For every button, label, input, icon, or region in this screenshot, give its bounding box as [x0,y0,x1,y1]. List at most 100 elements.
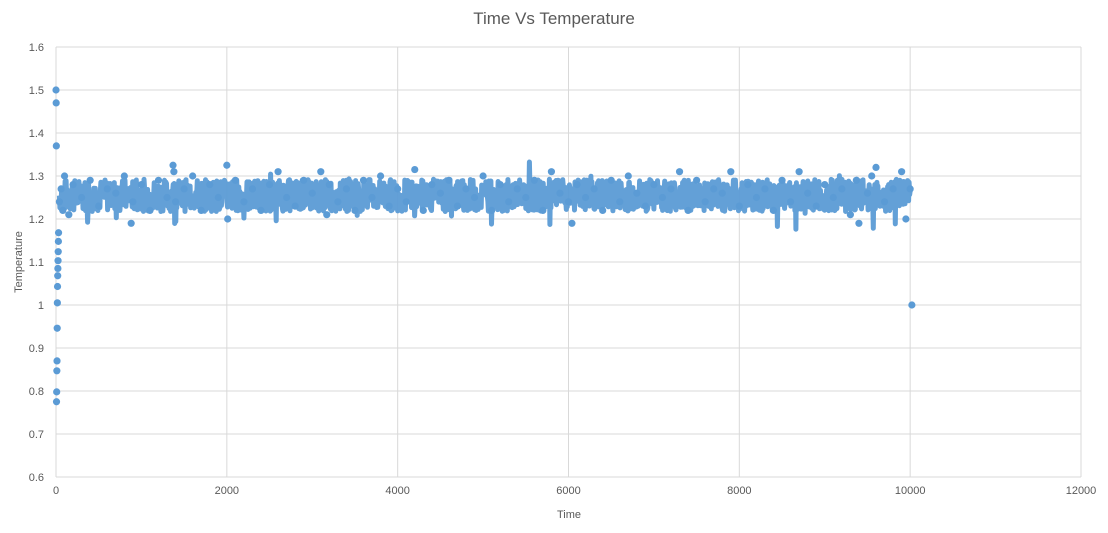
data-point [735,202,743,210]
data-point [812,202,820,210]
data-point [462,185,470,193]
data-point [189,172,197,180]
data-point [880,198,889,206]
data-point [902,215,910,223]
data-point [54,257,62,265]
data-point [786,198,795,206]
data-point [317,168,325,176]
data-point [59,206,67,214]
data-point [78,193,86,202]
data-point [718,189,726,197]
data-point [616,198,624,206]
data-point [60,172,69,180]
data-point [505,198,513,206]
data-point [675,168,684,176]
data-point [334,198,342,206]
data-point [795,168,803,176]
data-point [436,189,444,197]
data-point [300,176,308,184]
data-point [154,176,163,184]
data-point [240,198,248,206]
data-point [120,172,128,180]
x-tick-label: 6000 [556,485,580,497]
data-point [539,206,547,214]
data-point [667,185,675,193]
data-point [658,193,667,202]
data-point [821,181,829,189]
data-point [641,202,649,210]
data-point [52,142,60,150]
data-point [368,193,376,202]
data-point [65,211,73,219]
data-point [52,86,60,94]
data-point [428,181,436,189]
data-point [530,176,538,184]
data-point [829,193,837,202]
data-point [325,181,333,189]
data-point [54,272,62,280]
data-point [283,193,291,202]
data-point [581,193,590,202]
y-tick-label: 0.8 [29,386,44,398]
data-point [852,176,860,184]
data-point [906,185,914,193]
data-point [863,189,872,197]
y-tick-label: 1.1 [29,257,44,269]
data-point [693,176,701,184]
data-point [556,189,564,197]
data-point [206,181,214,189]
data-point [137,181,146,189]
y-tick-label: 1.6 [29,42,44,54]
data-point [744,181,752,189]
data-point [53,282,62,291]
y-axis-ticks: 0.6 0.7 0.8 0.9 1 1.1 1.2 1.3 1.4 1.5 1.6 [29,42,44,484]
data-point [769,206,778,214]
y-tick-label: 1.3 [29,171,44,183]
y-tick-label: 1.5 [29,85,44,97]
data-point [55,198,64,206]
data-point [868,172,876,180]
data-point [146,206,154,214]
data-point [419,206,427,214]
data-point [402,198,410,206]
data-point [547,168,556,176]
x-tick-label: 0 [53,485,59,497]
data-point [376,172,385,180]
data-point [53,299,61,307]
y-tick-label: 1.2 [29,214,44,226]
data-point [57,185,65,193]
data-point [129,198,137,206]
data-point [291,202,299,210]
data-point [727,168,735,176]
data-point [169,161,177,169]
data-point [103,185,111,193]
data-point [53,388,61,396]
data-point [470,193,479,202]
data-point [170,168,178,176]
gridlines [55,46,1082,478]
data-point [54,229,63,237]
data-point [53,324,61,332]
data-point [385,202,393,210]
data-point [342,185,351,193]
data-point [351,206,359,214]
data-point [522,193,530,202]
data-point [214,193,222,202]
data-point [701,198,709,206]
data-point [163,193,171,202]
data-point [488,206,496,214]
data-point [838,185,846,193]
data-point [180,185,188,193]
x-tick-label: 8000 [727,485,751,497]
data-point [112,189,120,197]
data-point [86,176,94,184]
data-point [908,301,916,309]
data-point [752,193,761,202]
data-point [624,172,632,180]
data-point [778,176,786,184]
data-point [197,206,205,214]
data-point [359,176,368,184]
data-point [898,168,906,176]
